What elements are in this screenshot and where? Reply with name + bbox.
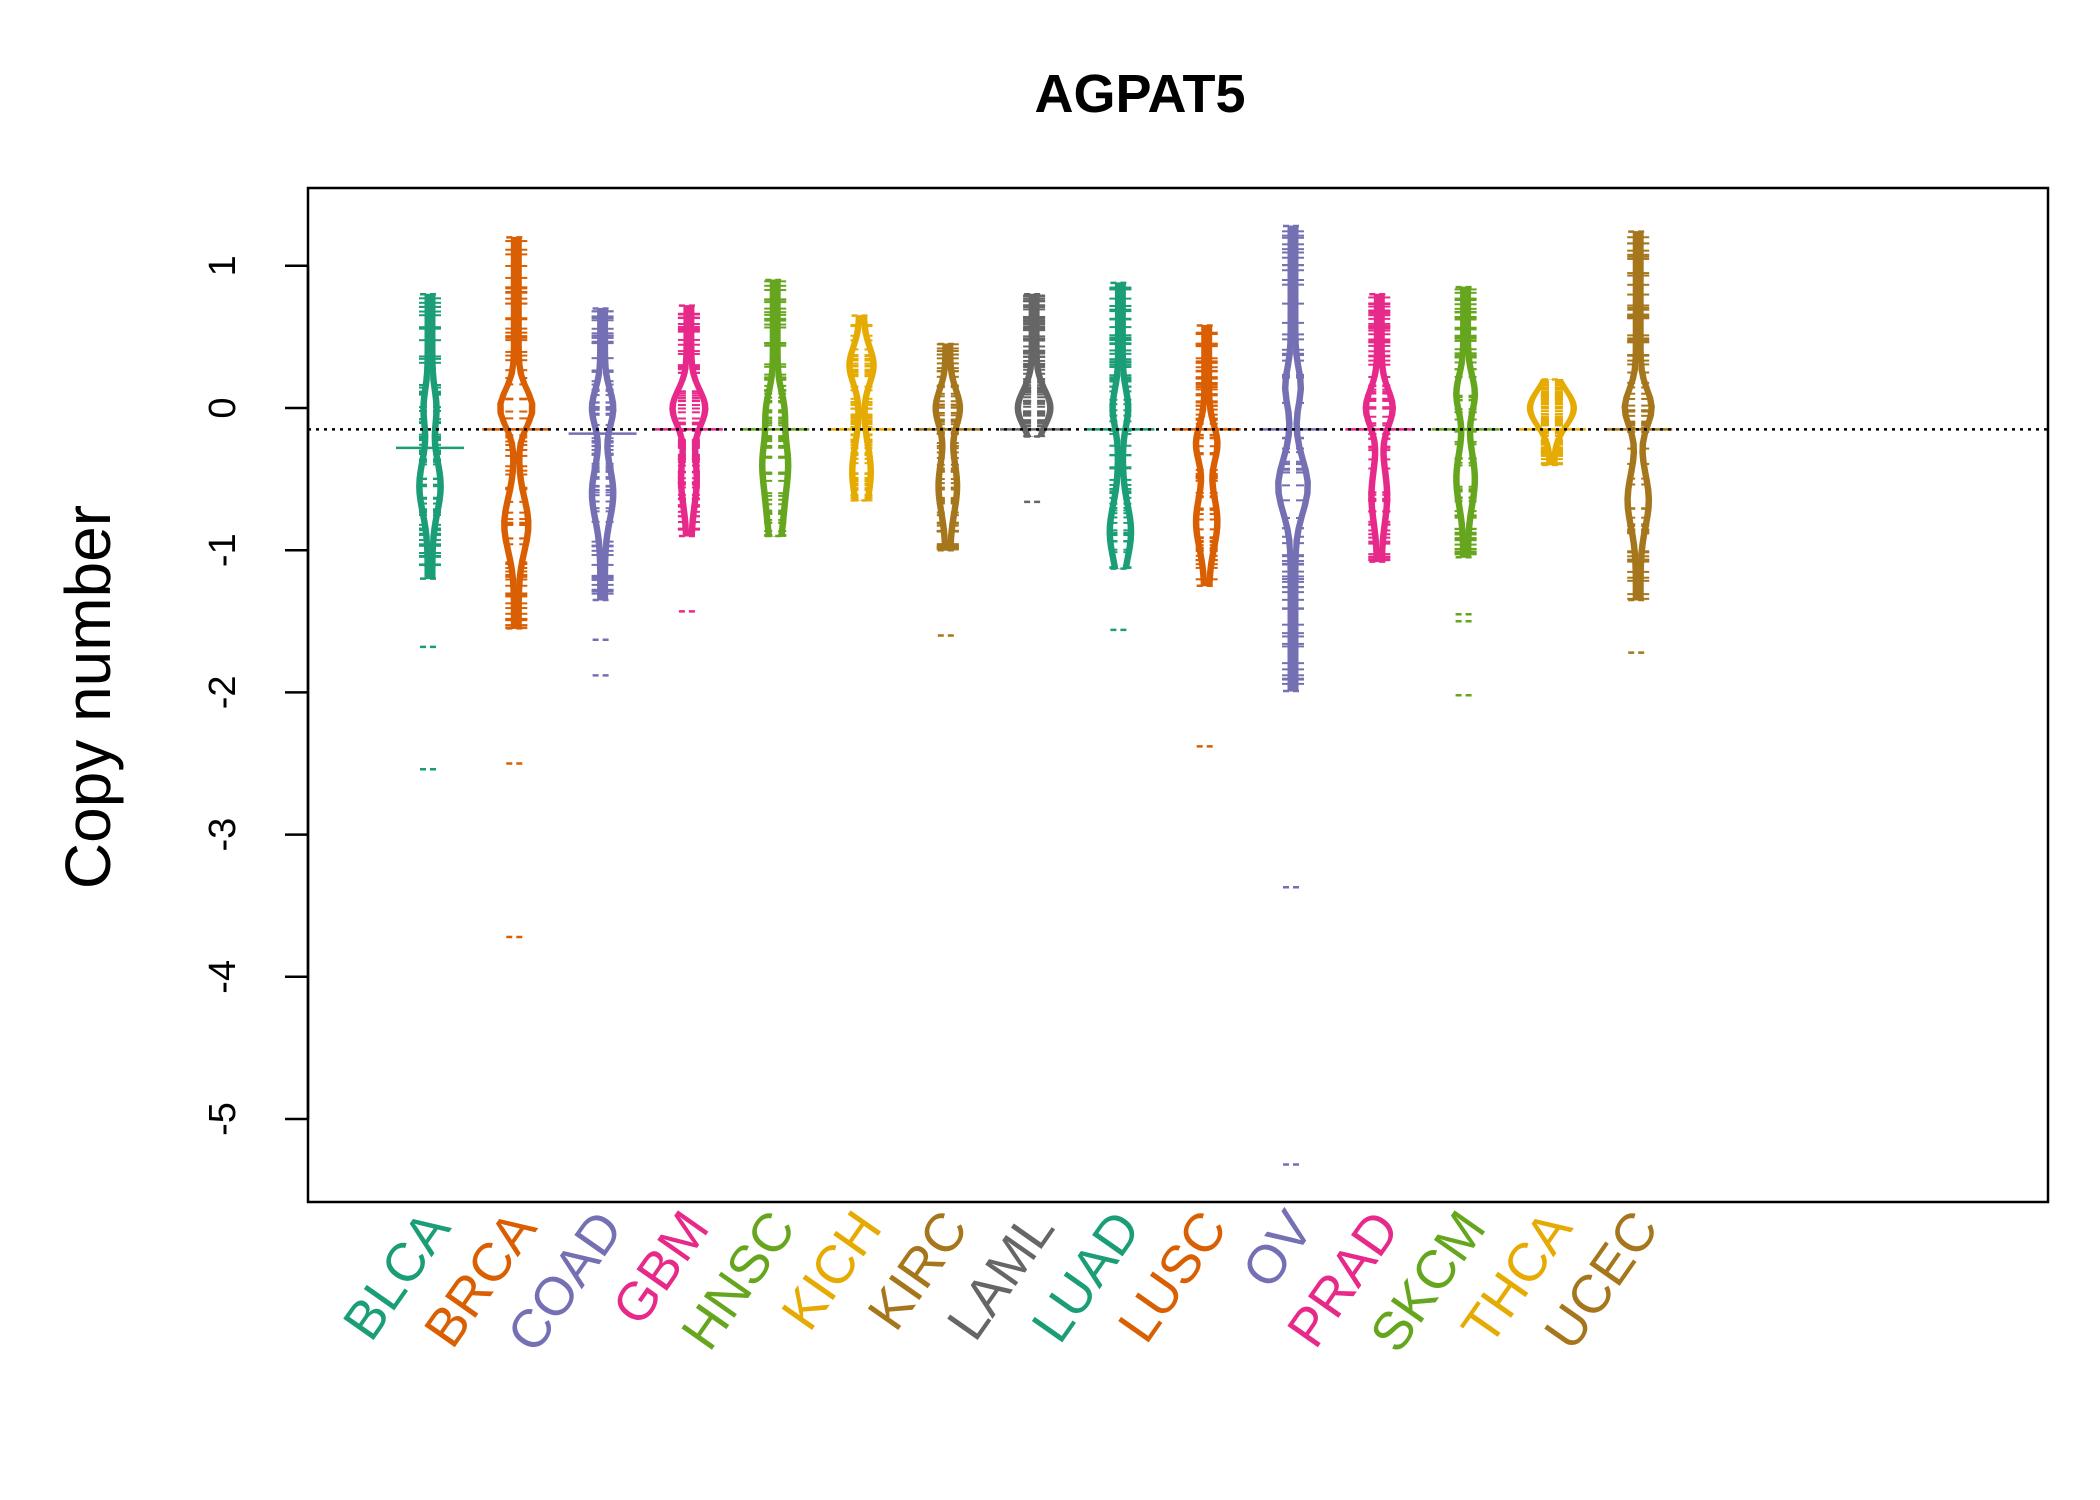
bean-inner (1199, 325, 1215, 586)
y-axis-label: Copy number (52, 505, 124, 889)
chart-title: AGPAT5 (1034, 64, 1245, 124)
y-tick-label: -1 (202, 533, 244, 567)
y-tick-label: -3 (202, 818, 244, 852)
bean-inner (595, 308, 610, 600)
y-tick-label: -2 (202, 676, 244, 710)
bean-prad (1345, 292, 1414, 563)
bean-brca (482, 236, 551, 939)
bean-coad (568, 307, 637, 677)
y-axis: 1 0 -1 -2 -3 -4 -5 (202, 255, 310, 1136)
bean-inner (1113, 282, 1128, 569)
bean-kich (827, 314, 896, 502)
bean-inner (422, 294, 438, 579)
plot-frame (306, 186, 2050, 1204)
bean-inner (503, 237, 529, 629)
bean-lusc (1172, 324, 1241, 748)
y-tick-label: -4 (202, 960, 244, 994)
bean-thca (1517, 378, 1586, 467)
bean-blca (396, 292, 464, 771)
bean-inner (1281, 225, 1305, 691)
y-tick-label: 1 (202, 255, 244, 276)
x-axis-labels: BLCABRCACOADGBMHNSCKICHKIRCLAMLLUADLUSCO… (332, 1200, 1670, 1362)
bean-ucec (1604, 230, 1673, 654)
bean-hnsc (741, 278, 810, 538)
bean-ov (1259, 224, 1327, 1166)
bean-skcm (1431, 285, 1500, 697)
bean-gbm (654, 304, 723, 613)
bean-luad (1086, 281, 1155, 632)
bean-laml (1000, 292, 1069, 504)
y-tick-label: 0 (202, 397, 244, 418)
bean-group (396, 224, 1673, 1166)
bean-inner (1369, 294, 1390, 562)
bean-inner (675, 305, 703, 536)
y-tick-label: -5 (202, 1102, 244, 1136)
bean-kirc (913, 342, 982, 637)
